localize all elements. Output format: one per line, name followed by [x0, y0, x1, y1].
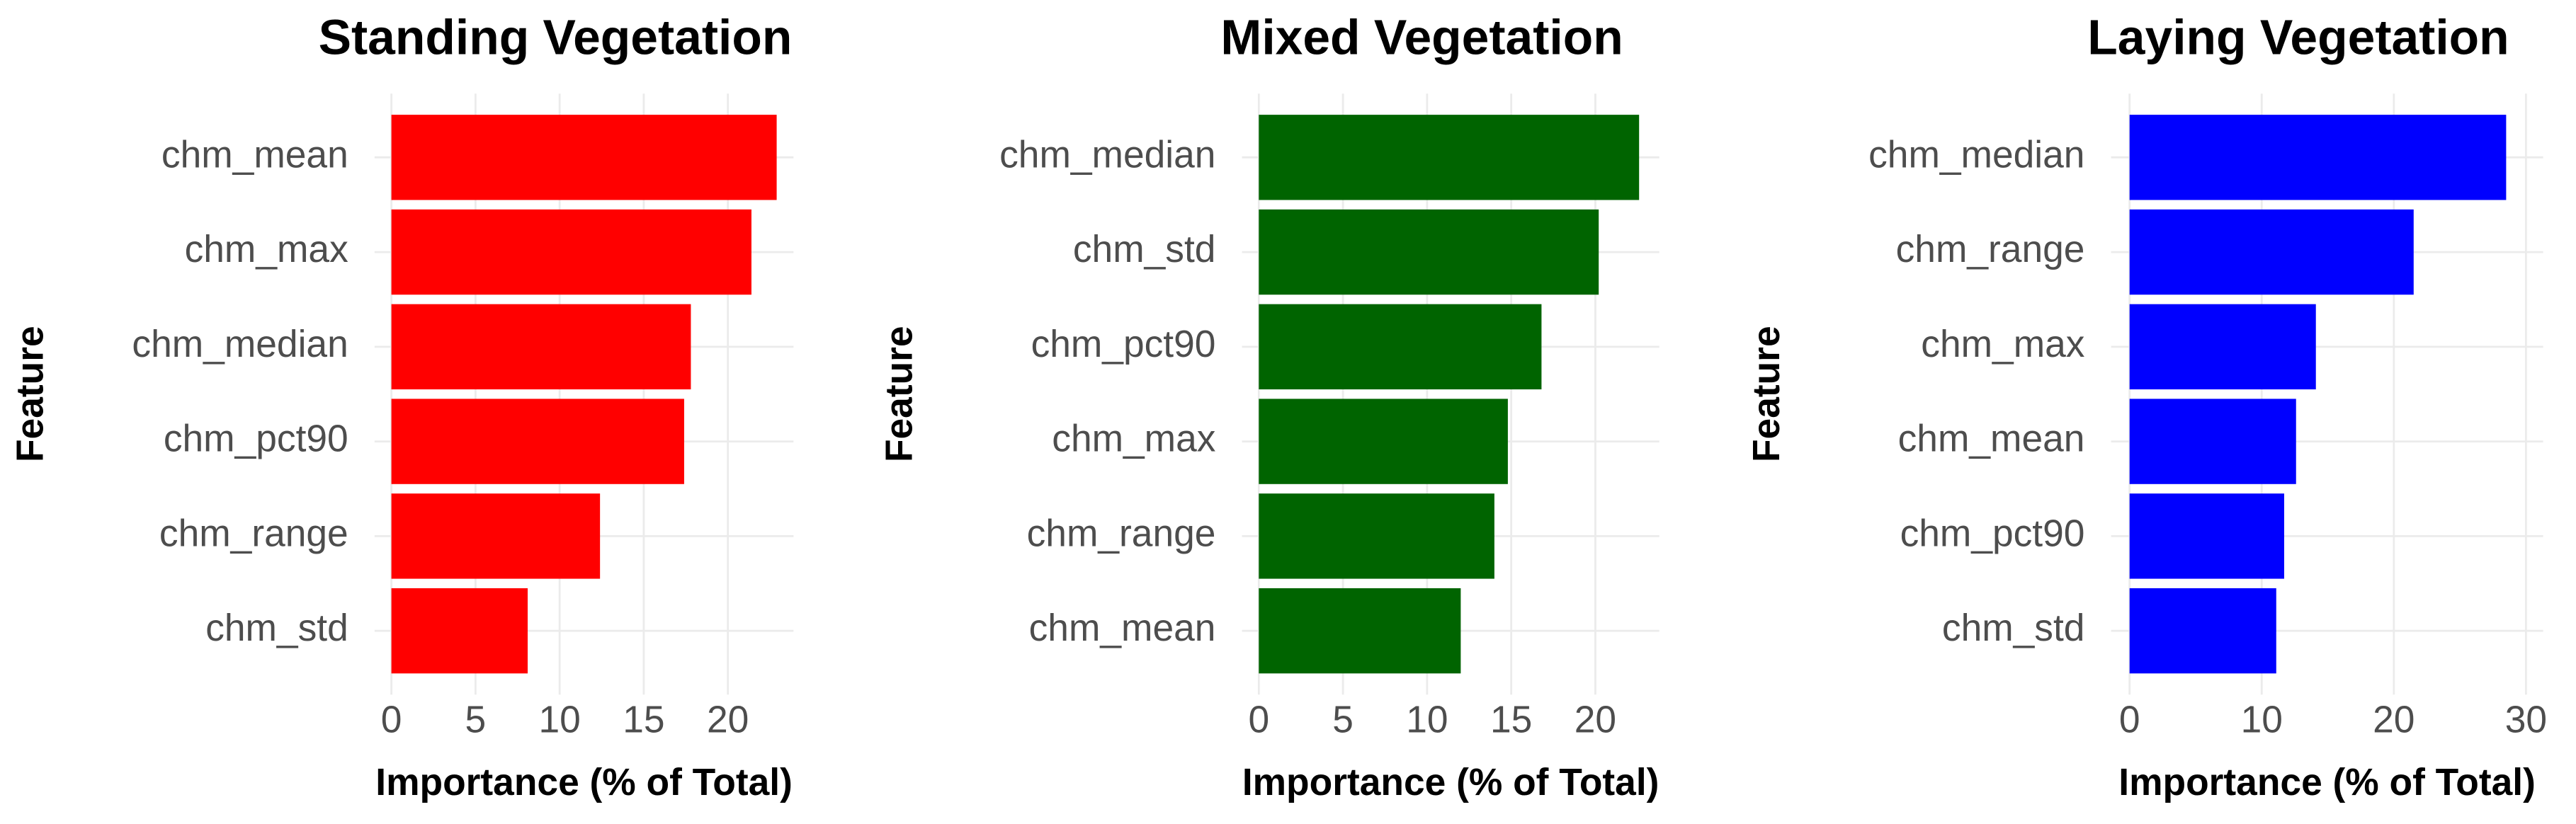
y-tick-label: chm_median: [999, 134, 1215, 176]
y-tick-label: chm_std: [1942, 607, 2085, 649]
y-tick-label: chm_std: [205, 607, 348, 649]
chart-title: Mixed Vegetation: [1220, 9, 1623, 64]
bar: [2129, 588, 2276, 674]
y-tick-label: chm_median: [132, 324, 348, 365]
x-tick-label: 5: [1332, 699, 1354, 741]
y-tick-label: chm_range: [1027, 513, 1216, 554]
y-tick-label: chm_median: [1868, 134, 2084, 176]
bar: [2129, 493, 2284, 579]
x-tick-label: 0: [381, 699, 402, 741]
x-tick-label: 20: [707, 699, 749, 741]
y-tick-label: chm_mean: [1029, 607, 1216, 649]
chart-title: Laying Vegetation: [2087, 9, 2509, 64]
y-tick-label: chm_mean: [161, 134, 348, 176]
y-tick-label: chm_range: [1896, 229, 2085, 270]
bar: [1259, 399, 1508, 484]
bar: [391, 304, 691, 390]
x-tick-label: 0: [1248, 699, 1269, 741]
y-tick-label: chm_pct90: [1031, 324, 1216, 365]
bar: [2129, 115, 2507, 200]
bar: [1259, 209, 1599, 295]
bar: [391, 588, 528, 674]
x-tick-label: 10: [538, 699, 580, 741]
x-tick-label: 20: [2373, 699, 2415, 741]
chart-title: Standing Vegetation: [319, 9, 793, 64]
x-axis-title: Importance (% of Total): [2118, 762, 2536, 803]
x-tick-label: 10: [1406, 699, 1448, 741]
bar: [2129, 399, 2296, 484]
bar: [2129, 209, 2414, 295]
y-tick-label: chm_std: [1073, 229, 1216, 270]
x-tick-label: 10: [2241, 699, 2283, 741]
bar: [1259, 493, 1494, 579]
x-axis-title: Importance (% of Total): [1242, 762, 1659, 803]
y-axis-title: Feature: [1746, 326, 1788, 462]
bar: [2129, 304, 2316, 390]
bar: [1259, 115, 1640, 200]
x-tick-label: 0: [2119, 699, 2140, 741]
bar: [1259, 304, 1542, 390]
bar: [391, 493, 601, 579]
bar: [391, 399, 684, 484]
bar: [1259, 588, 1461, 674]
y-tick-label: chm_mean: [1898, 418, 2085, 460]
x-axis-title: Importance (% of Total): [375, 762, 793, 803]
y-tick-label: chm_pct90: [1900, 513, 2085, 554]
y-tick-label: chm_max: [185, 229, 348, 270]
bar: [391, 209, 751, 295]
y-tick-label: chm_range: [159, 513, 348, 554]
bar: [391, 115, 777, 200]
x-tick-label: 20: [1574, 699, 1616, 741]
x-tick-label: 5: [465, 699, 487, 741]
y-tick-label: chm_pct90: [164, 418, 348, 460]
y-axis-title: Feature: [9, 326, 51, 462]
y-tick-label: chm_max: [1052, 418, 1215, 460]
x-tick-label: 30: [2505, 699, 2547, 741]
x-tick-label: 15: [1490, 699, 1532, 741]
y-tick-label: chm_max: [1921, 324, 2084, 365]
y-axis-title: Feature: [879, 326, 921, 462]
x-tick-label: 15: [623, 699, 664, 741]
